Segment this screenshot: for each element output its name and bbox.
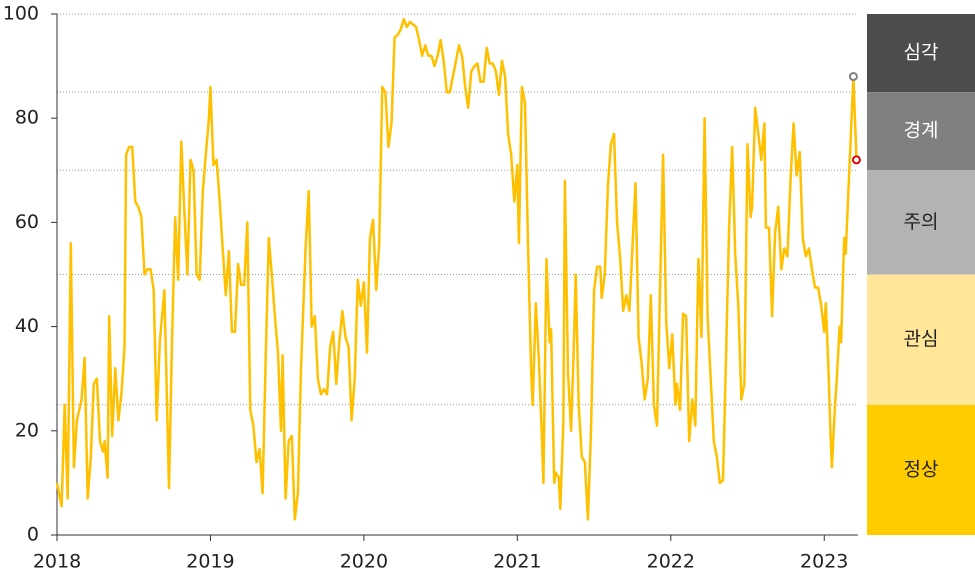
y-tick-label: 20 (15, 419, 39, 441)
x-tick-label: 2021 (493, 551, 541, 573)
x-tick-label: 2023 (800, 551, 848, 573)
x-tick-label: 2020 (340, 551, 388, 573)
x-tick-label: 2019 (186, 551, 234, 573)
y-tick-label: 60 (15, 211, 39, 233)
band-label: 정상 (904, 458, 939, 480)
data-line (55, 17, 858, 521)
band (867, 274, 975, 405)
x-tick-label: 2018 (33, 551, 81, 573)
band-label: 관심 (904, 328, 939, 350)
y-tick-label: 0 (27, 524, 39, 546)
y-tick-label: 100 (3, 3, 39, 25)
y-tick-label: 40 (15, 315, 39, 337)
band-label: 주의 (904, 211, 939, 233)
band-label: 심각 (904, 42, 939, 64)
marker (851, 155, 861, 165)
x-tick-label: 2022 (647, 551, 695, 573)
band (867, 404, 975, 535)
band (867, 14, 975, 93)
band (867, 92, 975, 171)
marker (848, 72, 858, 82)
band-label: 경계 (904, 120, 939, 142)
band (867, 170, 975, 275)
y-tick-label: 80 (15, 107, 39, 129)
